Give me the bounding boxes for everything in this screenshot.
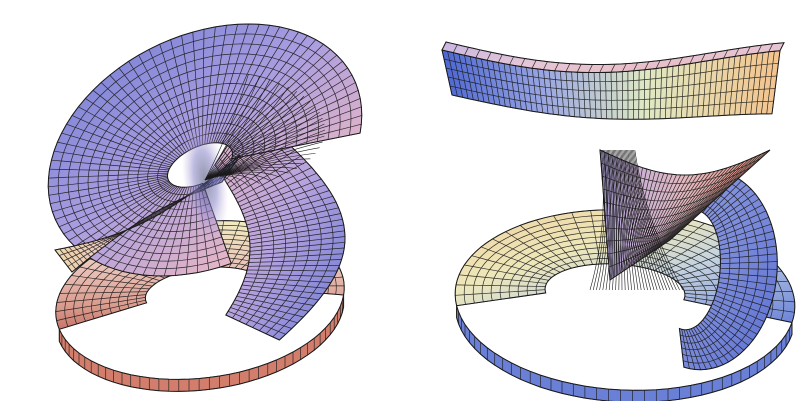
right-surface xyxy=(441,41,796,401)
right-lobe-face xyxy=(679,172,778,370)
left-surface xyxy=(47,23,363,392)
right-top-ribbon-edge-face xyxy=(442,42,784,73)
right-bottom-rim-outline xyxy=(456,305,793,401)
left-bottom-rim-outline xyxy=(58,294,345,392)
left-right-wall-outline xyxy=(214,109,346,341)
right-bottom-dish-outline xyxy=(454,209,796,324)
left-throat-lines xyxy=(204,73,326,188)
left-top-lobe-outline xyxy=(47,23,363,277)
right-middle-outline xyxy=(599,149,771,281)
right-lobe-outline xyxy=(678,172,778,371)
right-top-ribbon-edge-outline xyxy=(441,41,785,73)
left-bottom-rim-face xyxy=(59,295,344,392)
right-bottom-dish-face xyxy=(455,209,795,323)
right-throat-lines xyxy=(589,149,684,291)
